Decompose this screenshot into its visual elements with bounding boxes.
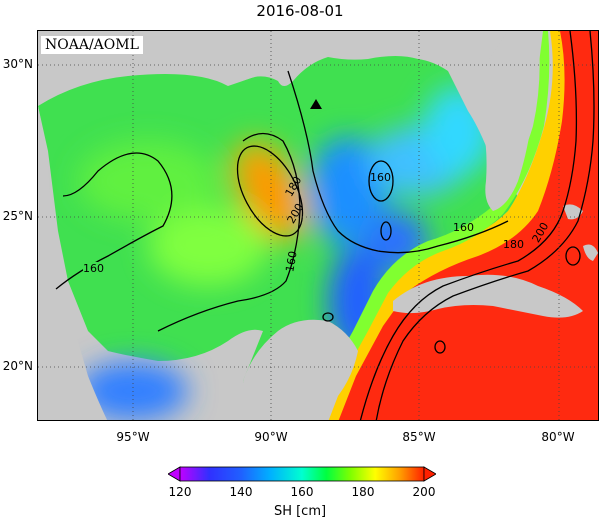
- lat-label-20n: 20°N: [2, 359, 33, 373]
- colorbar-tick: 180: [351, 485, 375, 499]
- contour-label: 160: [83, 262, 104, 275]
- map-title: 2016-08-01: [256, 2, 344, 20]
- sea-height-map: [37, 30, 599, 421]
- contour-label: 160: [453, 221, 474, 234]
- lat-label-30n: 30°N: [2, 57, 33, 71]
- buoy-marker-icon: [310, 99, 322, 109]
- colorbar-tick: 140: [229, 485, 253, 499]
- contour-lines: [55, 31, 595, 420]
- colorbar-tick: 120: [168, 485, 192, 499]
- lon-label-95w: 95°W: [116, 430, 150, 444]
- lon-label-80w: 80°W: [541, 430, 575, 444]
- colorbar-label: SH [cm]: [273, 504, 327, 519]
- colorbar-low-arrow: [168, 466, 181, 482]
- contour-label: 180: [503, 238, 524, 251]
- colorbar-tick: 200: [412, 485, 436, 499]
- credit-label: NOAA/AOML: [41, 36, 143, 54]
- graticule: [38, 31, 598, 420]
- lat-label-25n: 25°N: [2, 209, 33, 223]
- lon-label-90w: 90°W: [254, 430, 288, 444]
- contour-label: 160: [370, 171, 391, 184]
- colorbar-tick: 160: [290, 485, 314, 499]
- colorbar: [168, 466, 436, 482]
- coastline: [38, 31, 598, 420]
- lon-label-85w: 85°W: [402, 430, 436, 444]
- colorbar-gradient: [179, 466, 425, 482]
- colorbar-high-arrow: [423, 466, 436, 482]
